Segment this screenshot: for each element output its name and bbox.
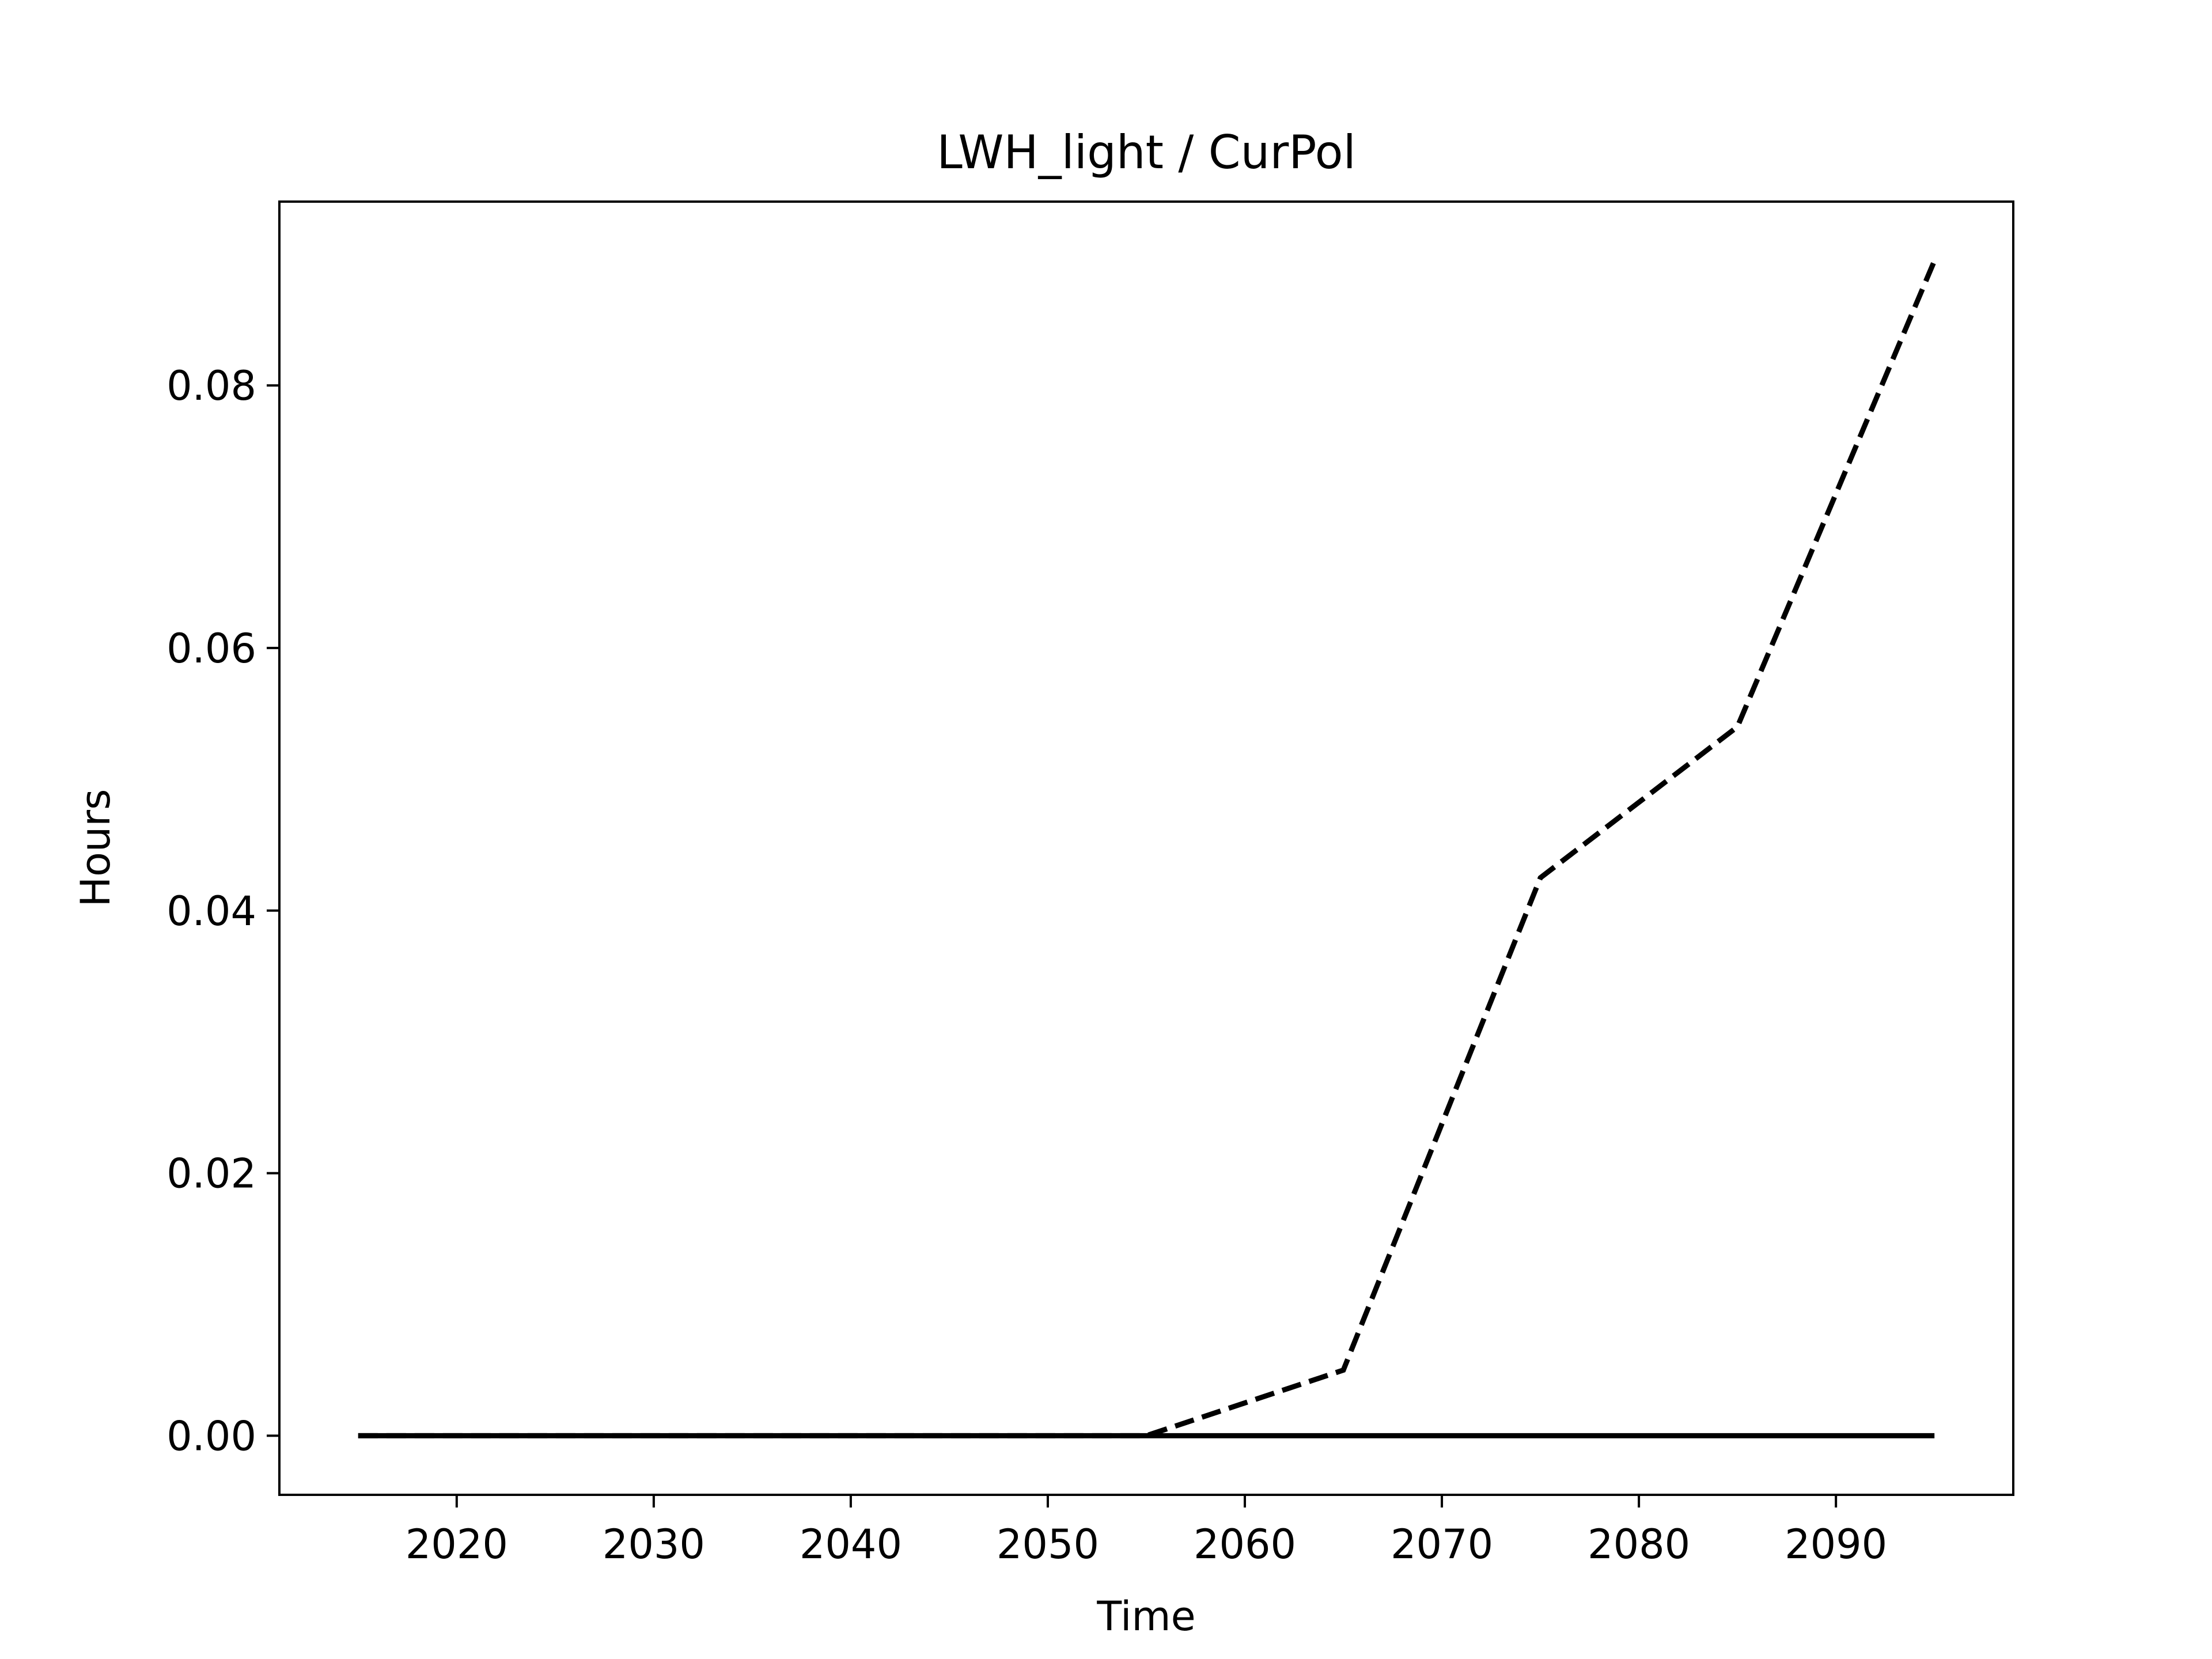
x-tick-label: 2060 <box>1194 1521 1296 1568</box>
y-tick-label: 0.04 <box>166 888 256 935</box>
y-axis-ticks: 0.00 0.02 0.04 0.06 0.08 <box>166 362 279 1460</box>
plot-lines <box>358 259 1937 1438</box>
x-tick-label: 2030 <box>603 1521 705 1568</box>
y-tick-label: 0.06 <box>166 625 256 672</box>
y-tick-label: 0.02 <box>166 1150 256 1198</box>
x-tick-label: 2040 <box>800 1521 902 1568</box>
chart-title: LWH_light / CurPol <box>937 126 1356 179</box>
x-tick-label: 2070 <box>1391 1521 1493 1568</box>
x-axis-label: Time <box>1096 1593 1195 1640</box>
plot-frame <box>278 200 2014 1496</box>
series-line-dashed <box>358 259 1937 1438</box>
y-tick-label: 0.08 <box>166 362 256 410</box>
y-axis-label: Hours <box>72 789 119 907</box>
x-tick-label: 2080 <box>1588 1521 1690 1568</box>
x-tick-label: 2050 <box>997 1521 1099 1568</box>
x-tick-label: 2090 <box>1785 1521 1887 1568</box>
x-tick-label: 2020 <box>406 1521 508 1568</box>
x-axis-ticks: 2020 2030 2040 2050 2060 2070 2080 2090 <box>406 1495 1887 1568</box>
y-tick-label: 0.00 <box>166 1412 256 1460</box>
